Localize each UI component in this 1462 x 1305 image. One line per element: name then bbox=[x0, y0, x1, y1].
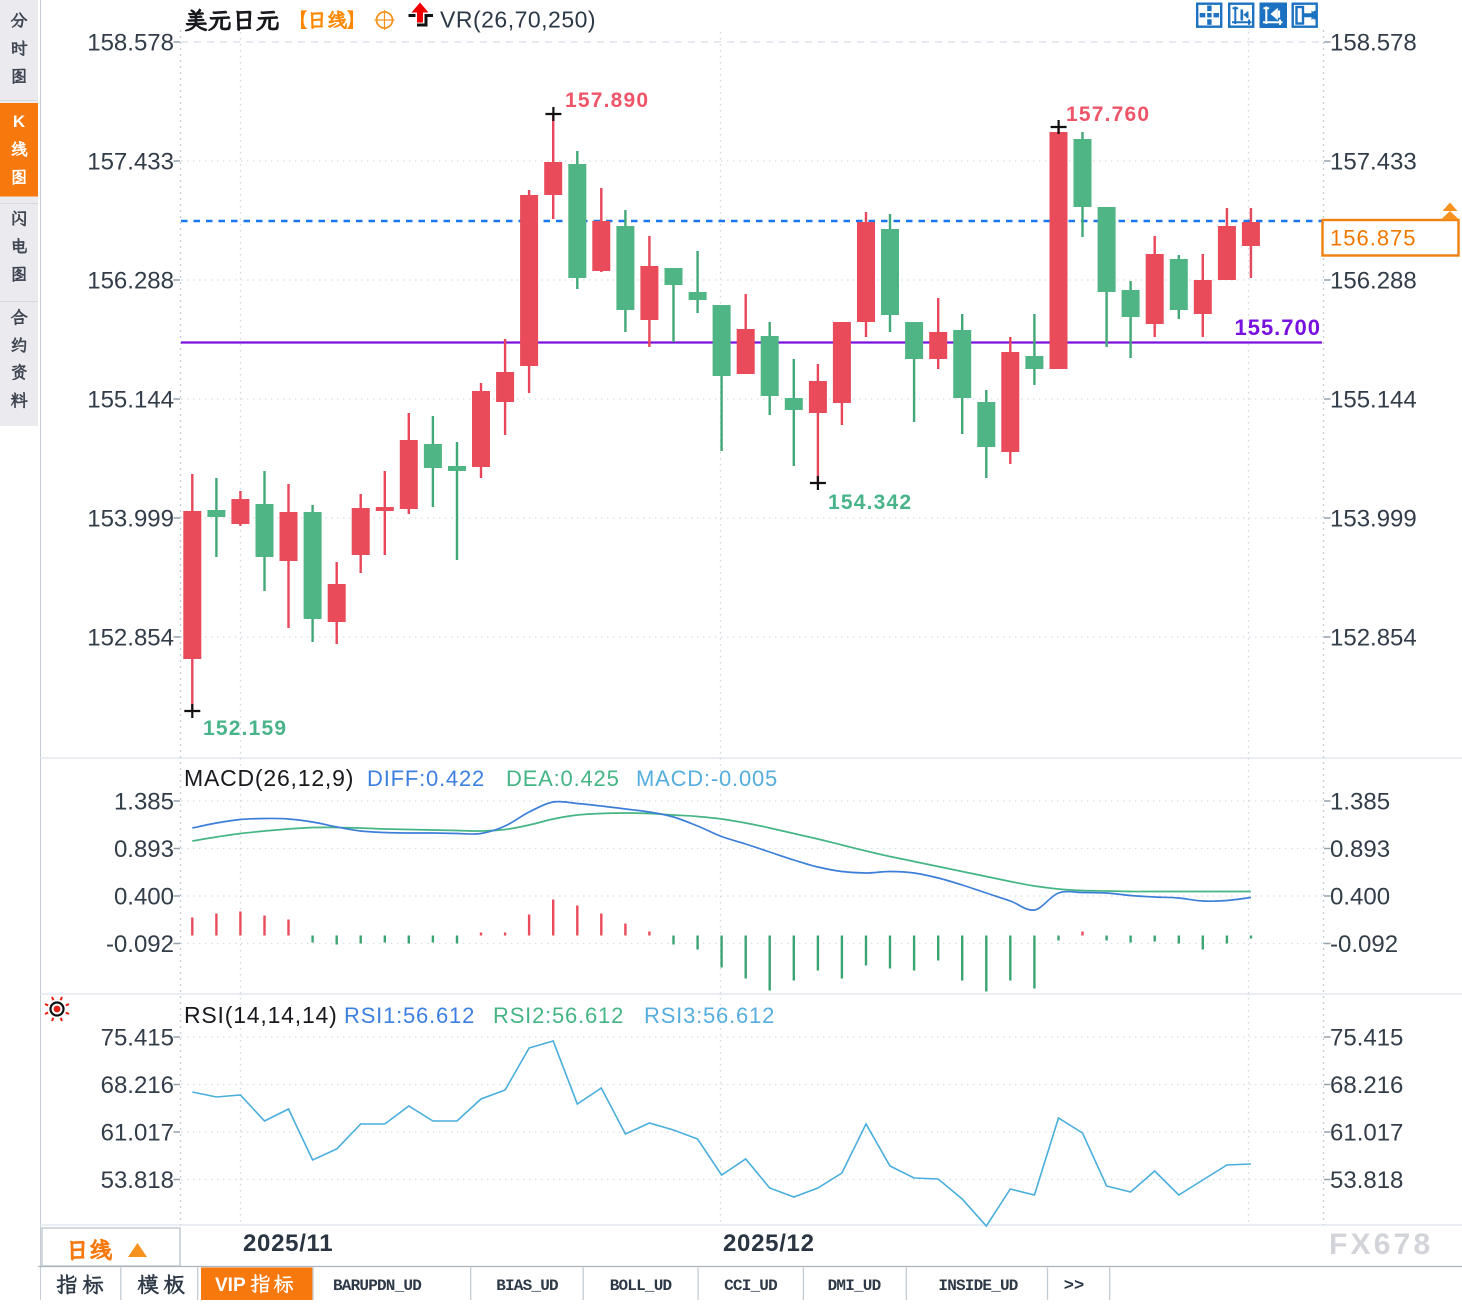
svg-text:BARUPDN_UD: BARUPDN_UD bbox=[333, 1277, 421, 1295]
svg-text:156.288: 156.288 bbox=[1330, 268, 1417, 295]
svg-text:FX678: FX678 bbox=[1329, 1228, 1433, 1261]
svg-text:RSI(14,14,14): RSI(14,14,14) bbox=[184, 1002, 338, 1028]
svg-text:53.818: 53.818 bbox=[1330, 1167, 1403, 1194]
svg-text:RSI2:56.612: RSI2:56.612 bbox=[493, 1003, 624, 1028]
svg-text:2025/12: 2025/12 bbox=[723, 1230, 815, 1257]
svg-text:61.017: 61.017 bbox=[1330, 1120, 1403, 1147]
svg-text:CCI_UD: CCI_UD bbox=[724, 1277, 777, 1295]
svg-text:1.385: 1.385 bbox=[114, 789, 174, 816]
svg-text:155.700: 155.700 bbox=[1234, 315, 1321, 340]
svg-text:156.288: 156.288 bbox=[87, 268, 174, 295]
svg-text:RSI1:56.612: RSI1:56.612 bbox=[344, 1003, 475, 1028]
svg-text:DEA:0.425: DEA:0.425 bbox=[506, 766, 620, 791]
svg-text:BIAS_UD: BIAS_UD bbox=[496, 1277, 558, 1295]
svg-text:153.999: 153.999 bbox=[87, 506, 174, 533]
svg-text:1.385: 1.385 bbox=[1330, 789, 1390, 816]
svg-text:MACD:-0.005: MACD:-0.005 bbox=[636, 766, 778, 791]
svg-text:153.999: 153.999 bbox=[1330, 506, 1417, 533]
svg-text:157.760: 157.760 bbox=[1066, 103, 1150, 126]
svg-text:K: K bbox=[13, 112, 26, 131]
svg-text:158.578: 158.578 bbox=[1330, 30, 1417, 57]
svg-text:157.890: 157.890 bbox=[565, 89, 649, 112]
svg-text:156.875: 156.875 bbox=[1330, 226, 1417, 251]
svg-text:61.017: 61.017 bbox=[101, 1120, 174, 1147]
svg-text:158.578: 158.578 bbox=[87, 30, 174, 57]
svg-text:152.854: 152.854 bbox=[87, 625, 174, 652]
svg-text:154.342: 154.342 bbox=[828, 491, 912, 514]
svg-text:152.854: 152.854 bbox=[1330, 625, 1417, 652]
svg-text:157.433: 157.433 bbox=[87, 149, 174, 176]
svg-text:2025/11: 2025/11 bbox=[243, 1230, 333, 1257]
svg-text:155.144: 155.144 bbox=[1330, 387, 1417, 414]
svg-text:68.216: 68.216 bbox=[101, 1072, 174, 1099]
svg-text:0.400: 0.400 bbox=[1330, 884, 1390, 911]
svg-text:-0.092: -0.092 bbox=[1330, 931, 1398, 958]
svg-text:DIFF:0.422: DIFF:0.422 bbox=[367, 766, 485, 791]
svg-text:0.400: 0.400 bbox=[114, 884, 174, 911]
svg-text:75.415: 75.415 bbox=[1330, 1025, 1403, 1052]
svg-text:MACD(26,12,9): MACD(26,12,9) bbox=[184, 765, 354, 791]
svg-text:53.818: 53.818 bbox=[101, 1167, 174, 1194]
svg-text:157.433: 157.433 bbox=[1330, 149, 1417, 176]
svg-text:152.159: 152.159 bbox=[203, 717, 287, 740]
svg-text:0.893: 0.893 bbox=[1330, 836, 1390, 863]
svg-text:>>: >> bbox=[1064, 1277, 1084, 1296]
svg-text:0.893: 0.893 bbox=[114, 836, 174, 863]
svg-text:DMI_UD: DMI_UD bbox=[828, 1277, 881, 1295]
svg-text:RSI3:56.612: RSI3:56.612 bbox=[644, 1003, 775, 1028]
svg-text:VR(26,70,250): VR(26,70,250) bbox=[440, 7, 596, 33]
svg-text:155.144: 155.144 bbox=[87, 387, 174, 414]
svg-text:BOLL_UD: BOLL_UD bbox=[610, 1277, 672, 1295]
svg-text:INSIDE_UD: INSIDE_UD bbox=[938, 1277, 1017, 1295]
svg-text:-0.092: -0.092 bbox=[106, 931, 174, 958]
svg-text:75.415: 75.415 bbox=[101, 1025, 174, 1052]
svg-text:VIP: VIP bbox=[215, 1275, 246, 1296]
svg-text:68.216: 68.216 bbox=[1330, 1072, 1403, 1099]
